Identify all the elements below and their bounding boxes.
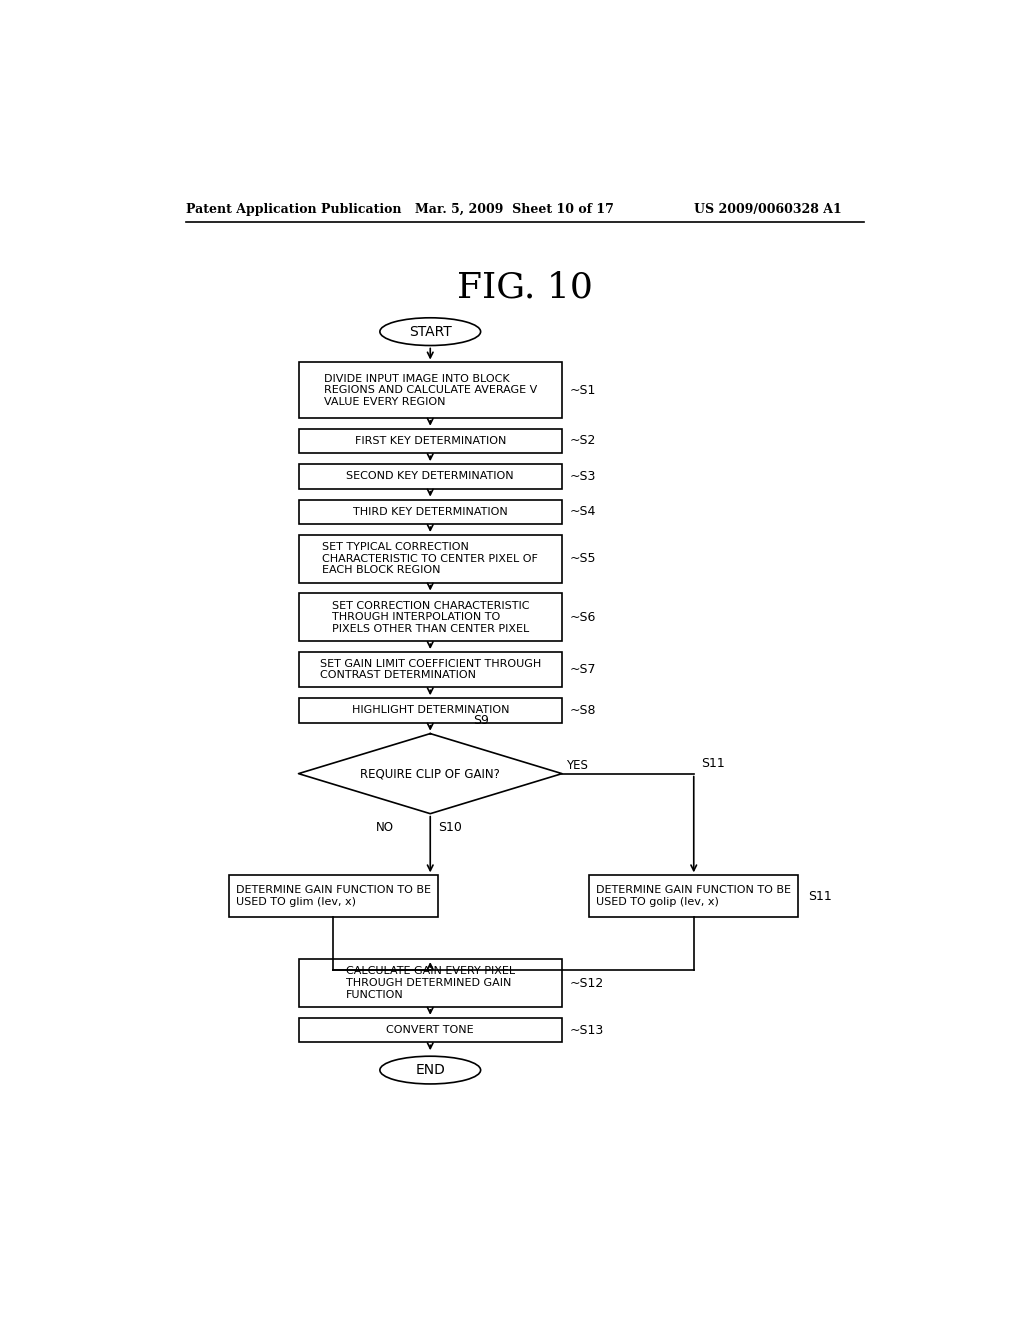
Polygon shape bbox=[299, 734, 562, 813]
Text: CALCULATE GAIN EVERY PIXEL
THROUGH DETERMINED GAIN
FUNCTION: CALCULATE GAIN EVERY PIXEL THROUGH DETER… bbox=[346, 966, 515, 999]
Text: ~S4: ~S4 bbox=[569, 506, 596, 519]
Text: START: START bbox=[409, 325, 452, 339]
Text: CONVERT TONE: CONVERT TONE bbox=[386, 1026, 474, 1035]
Text: ~S8: ~S8 bbox=[569, 704, 596, 717]
Text: Mar. 5, 2009  Sheet 10 of 17: Mar. 5, 2009 Sheet 10 of 17 bbox=[415, 203, 613, 216]
Text: FIG. 10: FIG. 10 bbox=[457, 271, 593, 304]
Text: S10: S10 bbox=[438, 821, 462, 834]
FancyBboxPatch shape bbox=[299, 363, 562, 418]
FancyBboxPatch shape bbox=[299, 499, 562, 524]
Text: REQUIRE CLIP OF GAIN?: REQUIRE CLIP OF GAIN? bbox=[360, 767, 500, 780]
FancyBboxPatch shape bbox=[228, 875, 438, 917]
FancyBboxPatch shape bbox=[299, 535, 562, 582]
FancyBboxPatch shape bbox=[299, 1018, 562, 1043]
Text: S11: S11 bbox=[701, 756, 725, 770]
Text: DETERMINE GAIN FUNCTION TO BE
USED TO golip (lev, x): DETERMINE GAIN FUNCTION TO BE USED TO go… bbox=[596, 886, 792, 907]
Text: FIRST KEY DETERMINATION: FIRST KEY DETERMINATION bbox=[354, 436, 506, 446]
Text: S11: S11 bbox=[808, 890, 831, 903]
FancyBboxPatch shape bbox=[299, 652, 562, 688]
Text: US 2009/0060328 A1: US 2009/0060328 A1 bbox=[693, 203, 842, 216]
FancyBboxPatch shape bbox=[299, 960, 562, 1007]
Text: ~S12: ~S12 bbox=[569, 977, 604, 990]
Text: ~S13: ~S13 bbox=[569, 1023, 604, 1036]
Text: END: END bbox=[416, 1063, 445, 1077]
Text: ~S2: ~S2 bbox=[569, 434, 596, 447]
FancyBboxPatch shape bbox=[299, 429, 562, 453]
Text: NO: NO bbox=[376, 821, 394, 834]
Text: YES: YES bbox=[566, 759, 588, 772]
Text: ~S3: ~S3 bbox=[569, 470, 596, 483]
FancyBboxPatch shape bbox=[299, 465, 562, 488]
Ellipse shape bbox=[380, 318, 480, 346]
Text: DIVIDE INPUT IMAGE INTO BLOCK
REGIONS AND CALCULATE AVERAGE V
VALUE EVERY REGION: DIVIDE INPUT IMAGE INTO BLOCK REGIONS AN… bbox=[324, 374, 537, 407]
Text: ~S7: ~S7 bbox=[569, 663, 596, 676]
Text: Patent Application Publication: Patent Application Publication bbox=[186, 203, 401, 216]
Text: S9: S9 bbox=[473, 714, 488, 727]
FancyBboxPatch shape bbox=[299, 594, 562, 642]
Text: ~S5: ~S5 bbox=[569, 552, 596, 565]
Text: ~S1: ~S1 bbox=[569, 384, 596, 397]
Text: HIGHLIGHT DETERMINATION: HIGHLIGHT DETERMINATION bbox=[351, 705, 509, 715]
Text: SET CORRECTION CHARACTERISTIC
THROUGH INTERPOLATION TO
PIXELS OTHER THAN CENTER : SET CORRECTION CHARACTERISTIC THROUGH IN… bbox=[332, 601, 529, 634]
Text: SET TYPICAL CORRECTION
CHARACTERISTIC TO CENTER PIXEL OF
EACH BLOCK REGION: SET TYPICAL CORRECTION CHARACTERISTIC TO… bbox=[323, 543, 539, 576]
FancyBboxPatch shape bbox=[589, 875, 799, 917]
FancyBboxPatch shape bbox=[299, 698, 562, 723]
Ellipse shape bbox=[380, 1056, 480, 1084]
Text: ~S6: ~S6 bbox=[569, 611, 596, 624]
Text: DETERMINE GAIN FUNCTION TO BE
USED TO glim (lev, x): DETERMINE GAIN FUNCTION TO BE USED TO gl… bbox=[236, 886, 431, 907]
Text: SET GAIN LIMIT COEFFICIENT THROUGH
CONTRAST DETERMINATION: SET GAIN LIMIT COEFFICIENT THROUGH CONTR… bbox=[319, 659, 541, 681]
Text: SECOND KEY DETERMINATION: SECOND KEY DETERMINATION bbox=[346, 471, 514, 482]
Text: THIRD KEY DETERMINATION: THIRD KEY DETERMINATION bbox=[353, 507, 508, 517]
